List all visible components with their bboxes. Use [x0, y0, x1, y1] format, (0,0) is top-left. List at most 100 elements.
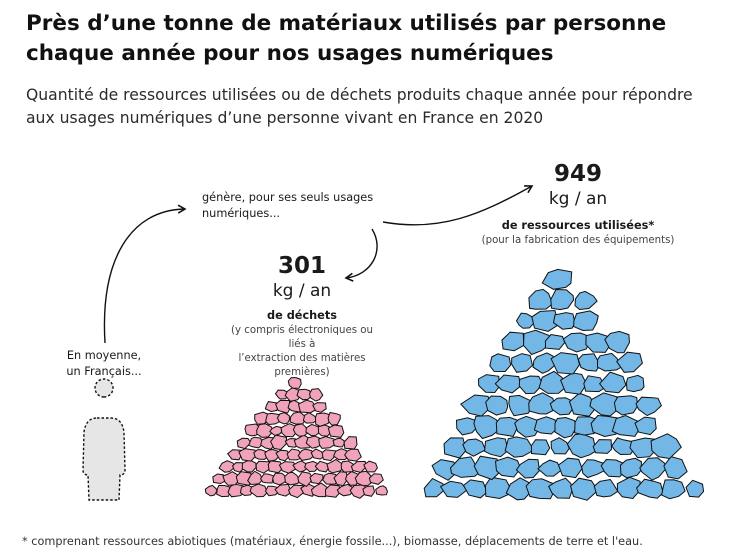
rock [568, 392, 598, 417]
rock [343, 436, 358, 450]
rock [227, 483, 246, 498]
rock [278, 461, 297, 474]
arrow-person-to-text [103, 204, 187, 344]
rock [322, 472, 338, 485]
rock [375, 485, 389, 496]
rock [321, 449, 337, 462]
rock [255, 460, 272, 474]
rock [634, 416, 657, 436]
rock [443, 437, 467, 459]
rock [216, 484, 231, 498]
rock [460, 394, 493, 417]
rock [326, 458, 343, 474]
rock [439, 480, 468, 498]
rock [297, 471, 314, 488]
rock [241, 459, 257, 473]
rock [204, 484, 218, 497]
rock [276, 412, 291, 425]
rock [308, 388, 324, 402]
rock [270, 434, 288, 451]
rock [505, 477, 534, 501]
rock [581, 459, 605, 479]
waste-note-1: (y compris électroniques ou liés à [231, 325, 373, 350]
rock [304, 460, 319, 473]
rock [284, 387, 302, 402]
rock [212, 473, 227, 485]
rock [525, 478, 555, 500]
rock [324, 484, 341, 498]
rock [604, 330, 631, 354]
waste-unit: kg / an [272, 281, 332, 301]
rock [327, 411, 341, 426]
rock [272, 472, 289, 486]
rock [336, 483, 354, 497]
rock [625, 374, 645, 393]
rock [537, 459, 562, 477]
waste-block: 301 kg / an de déchets (y compris électr… [222, 252, 382, 380]
rock [350, 460, 367, 473]
rock [518, 375, 544, 395]
rock [296, 388, 314, 401]
rock [544, 333, 566, 350]
rock [462, 479, 488, 499]
rock [504, 436, 535, 458]
rock [552, 312, 576, 330]
resources-note: (pour la fabrication des équipements) [481, 235, 675, 246]
rock [515, 312, 535, 329]
rock [600, 458, 626, 478]
rock [259, 473, 275, 484]
rock [559, 372, 588, 395]
rock [265, 412, 282, 426]
rock [613, 395, 639, 416]
rock [598, 371, 627, 394]
rock [566, 433, 597, 459]
waste-note-2: l’extraction des matières premières) [238, 353, 366, 378]
rock [238, 448, 257, 462]
generates-text: génère, pour ses seuls usages numériques… [202, 191, 374, 220]
rock [222, 471, 240, 486]
waste-pile [204, 377, 389, 499]
rock [462, 438, 487, 457]
rock [574, 290, 598, 311]
rock [312, 402, 327, 413]
rock [541, 268, 573, 290]
rock [616, 351, 643, 373]
rock [327, 424, 345, 438]
rock [289, 411, 307, 425]
rock [309, 472, 324, 485]
rock [494, 374, 522, 394]
rock [531, 309, 560, 332]
rock [596, 352, 623, 372]
rock [318, 435, 336, 449]
resource-pile [423, 268, 705, 501]
rock [514, 415, 540, 438]
rock [515, 458, 541, 479]
rock [253, 449, 269, 460]
rock [431, 459, 460, 481]
rock [287, 377, 302, 389]
rock [274, 483, 292, 497]
rock [363, 460, 378, 473]
rock [248, 436, 264, 449]
rock [528, 392, 557, 415]
person-icon [82, 378, 126, 501]
page-title: Près d’une tonne de matériaux utilisés p… [26, 11, 667, 66]
rock [473, 415, 504, 440]
rock [284, 471, 301, 486]
rock [530, 439, 551, 456]
rock [362, 485, 376, 497]
resources-block: 949 kg / an de ressources utilisées* (po… [468, 160, 688, 248]
rock [332, 448, 350, 461]
rock [489, 353, 512, 373]
rock [494, 456, 522, 478]
rock [314, 412, 331, 427]
person-label: En moyenne, un Français... [66, 349, 142, 378]
rock [501, 331, 525, 352]
rock [485, 395, 509, 416]
rock [344, 448, 362, 462]
rock [314, 460, 329, 473]
rock [287, 484, 304, 499]
rock [368, 473, 384, 485]
page-subtitle: Quantité de ressources utilisées ou de d… [26, 86, 693, 127]
rock [532, 352, 555, 374]
